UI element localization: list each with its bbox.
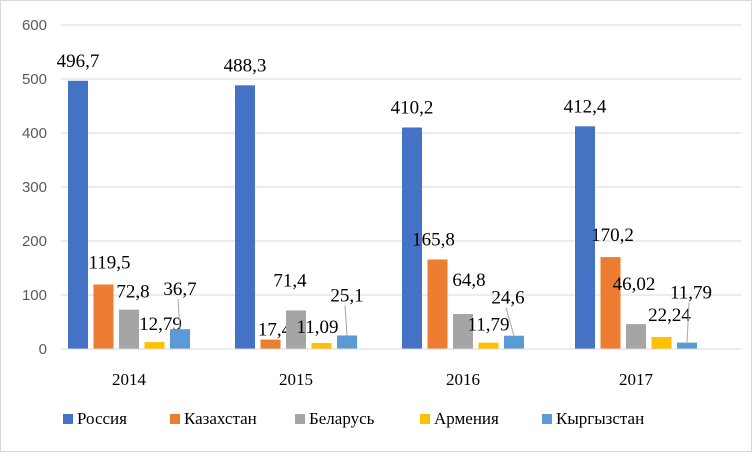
bar bbox=[575, 126, 595, 349]
bar bbox=[144, 342, 165, 349]
x-tick-label: 2016 bbox=[446, 370, 480, 389]
data-label: 11,79 bbox=[467, 315, 509, 336]
bar bbox=[677, 342, 697, 349]
legend-swatch bbox=[63, 414, 73, 424]
y-tick-label: 300 bbox=[22, 179, 47, 196]
bar bbox=[651, 336, 672, 349]
legend-label: Армения bbox=[434, 409, 499, 428]
bar bbox=[504, 335, 524, 349]
bar bbox=[600, 257, 621, 349]
y-tick-label: 200 bbox=[22, 233, 47, 250]
data-label: 170,2 bbox=[591, 225, 634, 246]
data-label: 11,79 bbox=[670, 283, 712, 304]
data-label: 64,8 bbox=[452, 270, 485, 291]
bar bbox=[453, 314, 473, 349]
x-tick-label: 2014 bbox=[112, 370, 147, 389]
bar bbox=[93, 284, 114, 349]
data-label-leader bbox=[686, 302, 690, 343]
bar bbox=[286, 310, 306, 349]
data-label: 72,8 bbox=[116, 282, 149, 303]
data-label: 11,09 bbox=[296, 317, 338, 338]
data-label: 410,2 bbox=[391, 97, 434, 118]
bar bbox=[337, 335, 357, 349]
data-label: 488,3 bbox=[224, 55, 267, 76]
data-label: 71,4 bbox=[273, 270, 307, 291]
legend-swatch bbox=[295, 414, 305, 424]
bar bbox=[68, 80, 88, 350]
data-label: 412,4 bbox=[564, 96, 607, 117]
bar bbox=[311, 343, 332, 349]
data-label: 36,7 bbox=[163, 279, 196, 300]
data-label-leader bbox=[344, 305, 348, 336]
data-label: 17,4 bbox=[258, 320, 292, 341]
y-tick-label: 100 bbox=[22, 287, 47, 304]
data-label: 496,7 bbox=[57, 51, 100, 72]
legend-label: Беларусь bbox=[309, 409, 375, 428]
data-label: 22,24 bbox=[648, 305, 691, 326]
bar bbox=[170, 329, 190, 349]
bar bbox=[402, 127, 422, 349]
data-label-leader bbox=[177, 299, 181, 330]
bar bbox=[260, 339, 281, 349]
bar bbox=[478, 342, 499, 349]
legend-label: Кыргызстан bbox=[556, 409, 644, 428]
data-label-leader bbox=[505, 307, 515, 336]
y-tick-label: 500 bbox=[22, 71, 47, 88]
y-tick-label: 0 bbox=[39, 341, 47, 358]
legend-swatch bbox=[542, 414, 552, 424]
x-tick-label: 2015 bbox=[279, 370, 313, 389]
data-label: 119,5 bbox=[88, 252, 130, 273]
legend-label: Россия bbox=[77, 409, 127, 428]
bar bbox=[626, 324, 646, 349]
data-label: 25,1 bbox=[330, 285, 363, 306]
x-tick-label: 2017 bbox=[619, 370, 654, 389]
legend-swatch bbox=[420, 414, 430, 424]
data-label: 165,8 bbox=[412, 229, 455, 250]
y-tick-label: 600 bbox=[22, 17, 47, 34]
legend-label: Казахстан bbox=[184, 409, 257, 428]
data-label: 46,02 bbox=[613, 274, 656, 295]
data-label: 24,6 bbox=[491, 288, 524, 309]
bar bbox=[119, 309, 139, 349]
bar bbox=[427, 259, 448, 349]
bar bbox=[235, 85, 255, 350]
y-tick-label: 400 bbox=[22, 125, 47, 142]
legend-swatch bbox=[170, 414, 180, 424]
